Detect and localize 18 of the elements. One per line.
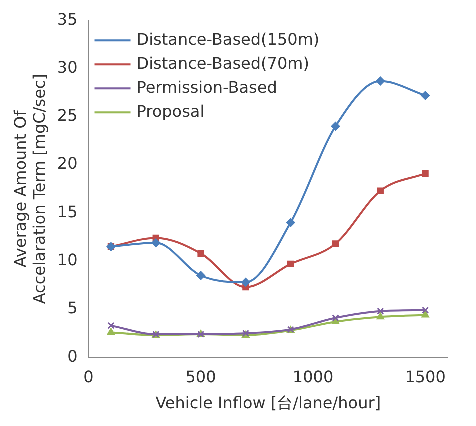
x-tick-label: 500	[186, 367, 216, 386]
legend-label: Distance-Based(70m)	[136, 54, 310, 73]
y-tick-label: 20	[57, 154, 78, 174]
legend-label: Distance-Based(150m)	[136, 30, 320, 49]
y-tick-label: 10	[57, 250, 78, 270]
y-tick-label: 25	[57, 106, 78, 126]
y-tick-label: 15	[57, 202, 78, 222]
x-tick-label: 1500	[405, 367, 446, 386]
x-tick-label: 0	[84, 367, 94, 386]
y-tick-label: 0	[68, 346, 78, 366]
x-axis-title: Vehicle Inflow [台/lane/hour]	[156, 394, 382, 413]
y-tick-label: 5	[68, 298, 78, 318]
legend-label: Proposal	[136, 102, 205, 121]
y-tick-label: 30	[57, 58, 78, 77]
x-tick-label: 1000	[292, 367, 334, 386]
y-tick-label: 35	[57, 10, 78, 29]
legend-label: Permission-Based	[136, 78, 278, 97]
y-axis-title: Average Amount Of Accelaration Term [mgC/sec]	[10, 74, 49, 304]
